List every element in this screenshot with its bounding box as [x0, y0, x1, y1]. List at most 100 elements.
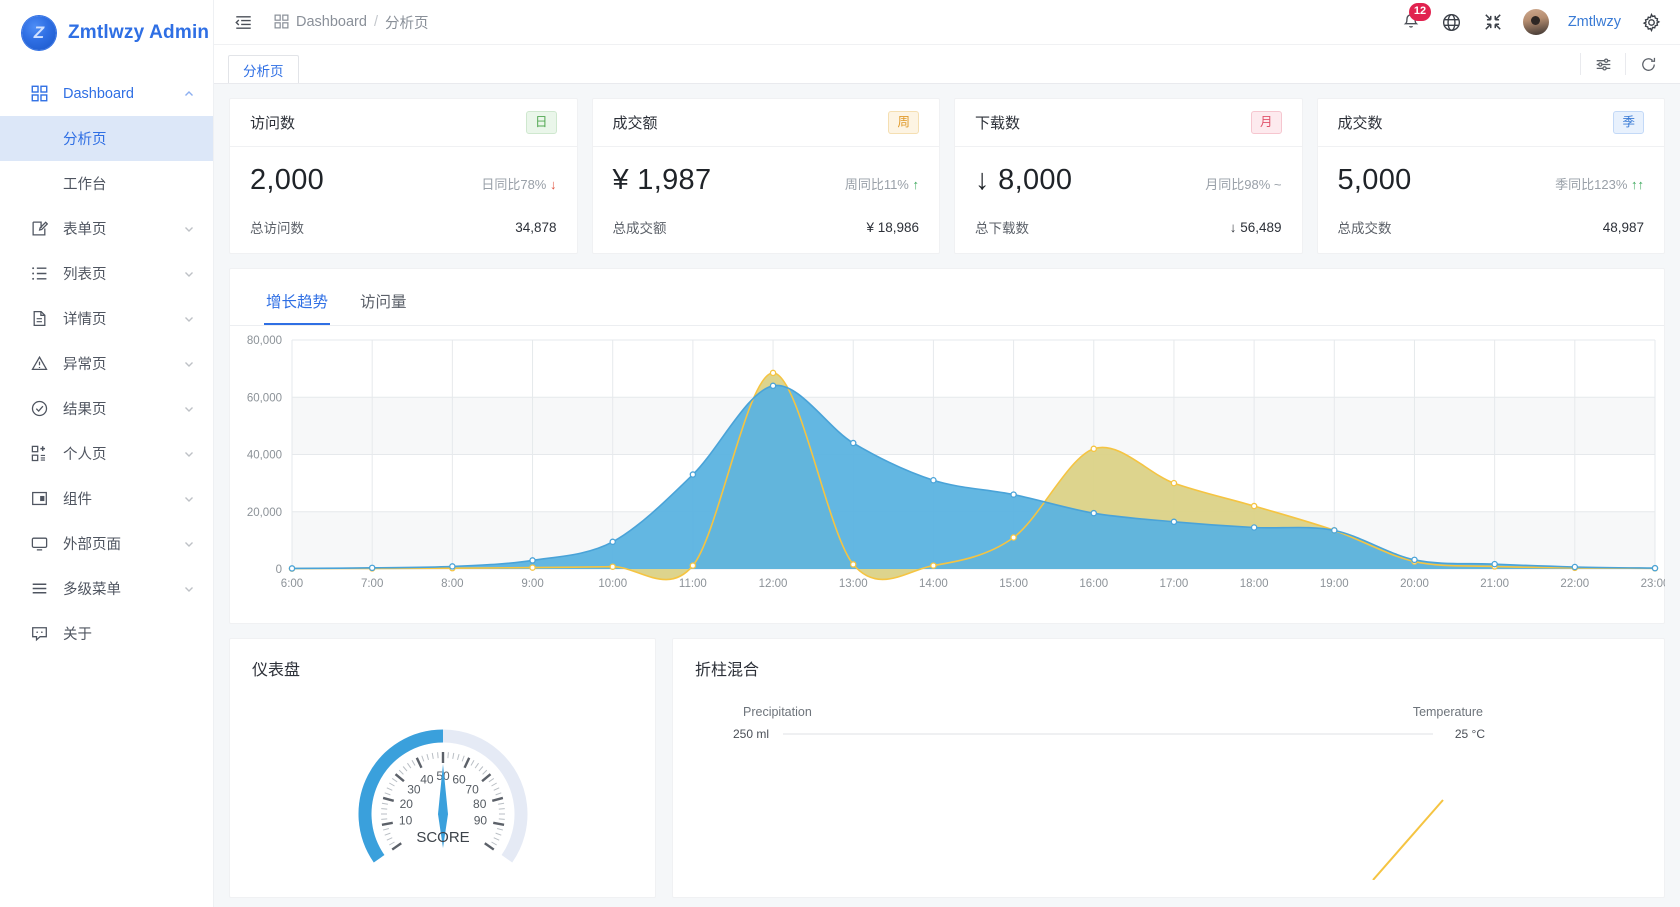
sidebar-item-label: 组件: [63, 492, 92, 508]
breadcrumb-current: 分析页: [384, 15, 429, 32]
mixed-chart-svg: Precipitation 250 ml Temperature 25 °C: [733, 705, 1485, 881]
card-compare: 周同比11% ↑: [844, 177, 920, 192]
sidebar-item-components[interactable]: 组件: [0, 476, 213, 521]
trend-up-icon: ↑: [912, 177, 920, 192]
svg-text:90: 90: [473, 814, 487, 828]
status-badge[interactable]: 季: [1613, 111, 1644, 134]
trend-down-icon: ↓: [550, 177, 557, 192]
svg-text:60: 60: [452, 773, 466, 787]
card-header: 下载数 月: [955, 99, 1302, 147]
sidebar-item-external[interactable]: 外部页面: [0, 521, 213, 566]
component-icon: [28, 488, 50, 510]
svg-text:10:00: 10:00: [598, 578, 627, 590]
svg-text:70: 70: [465, 783, 479, 797]
card-title: 成交额: [612, 115, 658, 132]
mixed-chart[interactable]: Precipitation 250 ml Temperature 25 °C: [673, 680, 1664, 883]
page-content: 访问数 日 2,000 日同比78% ↓ 总访问数 34,878: [214, 84, 1680, 907]
svg-text:12:00: 12:00: [759, 578, 788, 590]
sliders-icon[interactable]: [1581, 51, 1625, 77]
svg-text:18:00: 18:00: [1240, 578, 1269, 590]
sidebar-item-label: 异常页: [63, 357, 107, 373]
sidebar-item-label: 结果页: [63, 402, 107, 418]
chevron-up-icon: [183, 88, 195, 100]
sidebar-item-exception[interactable]: 异常页: [0, 341, 213, 386]
svg-text:20:00: 20:00: [1400, 578, 1429, 590]
svg-text:60,000: 60,000: [247, 392, 282, 404]
card-compare: 季同比123% ↑↑: [1555, 177, 1644, 192]
tab-analysis[interactable]: 分析页: [228, 55, 299, 83]
status-badge[interactable]: 日: [525, 111, 557, 134]
notification-badge: 12: [1408, 3, 1432, 21]
status-badge[interactable]: 周: [888, 111, 919, 134]
refresh-icon[interactable]: [1626, 51, 1670, 77]
area-chart[interactable]: 0 20,000 40,000 60,000 80,000 6:00 7:00 8:00 9:0…: [230, 326, 1665, 623]
svg-text:0: 0: [276, 564, 282, 576]
logo-icon: Z: [22, 16, 56, 50]
monitor-icon: [28, 533, 50, 555]
sidebar-item-profile[interactable]: 个人页: [0, 431, 213, 476]
tab-visits[interactable]: 访问量: [358, 283, 409, 325]
tab-growth-trend[interactable]: 增长趋势: [264, 283, 331, 325]
user-name[interactable]: Zmtlwzy: [1567, 14, 1621, 30]
chart-tab-label: 增长趋势: [266, 294, 329, 311]
svg-text:16:00: 16:00: [1079, 578, 1108, 590]
svg-text:80: 80: [473, 797, 487, 811]
divider: [1580, 53, 1581, 75]
sidebar: Z Zmtlwzy Admin Dashboard 分析页: [0, 0, 214, 907]
sidebar-item-list[interactable]: 列表页: [0, 251, 213, 296]
card-header: 成交数 季: [1317, 99, 1664, 147]
svg-text:20: 20: [399, 797, 413, 811]
sidebar-item-dashboard[interactable]: Dashboard: [0, 71, 213, 116]
sidebar-subitem-label: 分析页: [63, 132, 107, 148]
sidebar-item-label: 多级菜单: [63, 582, 121, 598]
sidebar-item-label: 详情页: [63, 312, 107, 328]
card-title: 折柱混合: [695, 662, 760, 679]
sidebar-item-label: 关于: [63, 627, 92, 643]
stat-card-turnover: 成交额 周 ¥ 1,987 周同比11% ↑ 总成交额 ¥ 18,986: [591, 98, 940, 254]
avatar[interactable]: [1522, 9, 1549, 35]
sidebar-item-label: 列表页: [63, 267, 107, 283]
svg-text:19:00: 19:00: [1320, 578, 1349, 590]
sidebar-item-nested-menu[interactable]: 多级菜单: [0, 566, 213, 611]
bottom-card-row: 仪表盘 102030405060708090SCORE 折柱混合 Precipi…: [214, 624, 1680, 898]
card-footer-label: 总成交额: [612, 221, 667, 236]
mixed-chart-card: 折柱混合 Precipitation 250 ml Temperature 25 °C: [672, 638, 1665, 898]
sidebar-item-detail[interactable]: 详情页: [0, 296, 213, 341]
chart-tab-label: 访问量: [360, 294, 407, 311]
collapse-menu-icon[interactable]: [230, 9, 256, 35]
fullscreen-exit-icon[interactable]: [1482, 11, 1504, 33]
logo-letter: Z: [33, 23, 45, 42]
status-badge[interactable]: 月: [1250, 111, 1282, 134]
svg-text:13:00: 13:00: [839, 578, 868, 590]
svg-text:SCORE: SCORE: [416, 829, 469, 846]
card-body: 2,000 日同比78% ↓ 总访问数 34,878: [230, 147, 577, 253]
svg-text:40: 40: [420, 773, 434, 787]
breadcrumb-root[interactable]: Dashboard: [296, 14, 367, 30]
svg-text:80,000: 80,000: [247, 335, 282, 347]
card-compare: 月同比98% ~: [1205, 177, 1282, 192]
card-footer-value: ¥ 18,986: [866, 219, 919, 235]
profile-add-icon: [28, 443, 50, 465]
sidebar-subitem-workbench[interactable]: 工作台: [0, 161, 213, 206]
card-header: 成交额 周: [592, 99, 939, 147]
svg-text:8:00: 8:00: [441, 578, 463, 590]
area-chart-svg: 0 20,000 40,000 60,000 80,000 6:00 7:00 8:00 9:0…: [247, 335, 1665, 590]
svg-text:Temperature: Temperature: [1413, 705, 1483, 719]
sidebar-item-about[interactable]: 关于: [0, 611, 213, 656]
tab-label: 分析页: [243, 63, 284, 79]
sidebar-item-form[interactable]: 表单页: [0, 206, 213, 251]
brand-logo[interactable]: Z Zmtlwzy Admin: [0, 0, 213, 66]
sidebar-item-result[interactable]: 结果页: [0, 386, 213, 431]
svg-text:21:00: 21:00: [1480, 578, 1509, 590]
svg-text:20,000: 20,000: [247, 507, 282, 519]
svg-text:10: 10: [398, 814, 412, 828]
globe-icon[interactable]: [1441, 11, 1463, 33]
gear-icon[interactable]: [1640, 11, 1662, 33]
gauge-chart[interactable]: 102030405060708090SCORE: [230, 694, 655, 884]
sidebar-item-label: 表单页: [63, 222, 107, 238]
trend-up-icon: ↑↑: [1631, 177, 1644, 192]
breadcrumb: Dashboard / 分析页: [274, 12, 428, 33]
chevron-down-icon: [183, 313, 195, 325]
bell-icon[interactable]: 12: [1400, 3, 1432, 33]
sidebar-subitem-analysis[interactable]: 分析页: [0, 116, 213, 161]
